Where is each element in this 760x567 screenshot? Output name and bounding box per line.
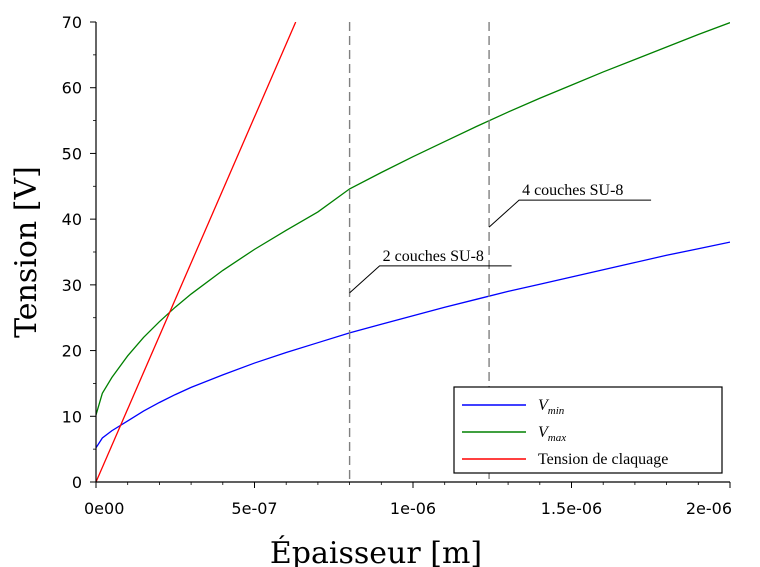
annotation-label-2: 4 couches SU-8 <box>522 182 623 199</box>
y-tick-label: 20 <box>62 342 82 361</box>
legend-label: Vmin <box>538 397 565 417</box>
y-tick-label: 40 <box>62 210 82 229</box>
annotation-label-1: 2 couches SU-8 <box>383 248 484 265</box>
y-tick-label: 70 <box>62 13 82 32</box>
x-tick-label: 2e-06 <box>686 499 732 518</box>
y-tick-label: 60 <box>62 79 82 98</box>
x-tick-label: 5e-07 <box>231 499 277 518</box>
series-v-max-line <box>96 22 730 416</box>
legend-label: Tension de claquage <box>538 451 668 468</box>
x-tick-label: 1e-06 <box>390 499 436 518</box>
x-tick-label: 0e00 <box>84 499 124 518</box>
y-tick-label: 0 <box>72 473 82 492</box>
y-tick-label: 10 <box>62 407 82 426</box>
annotation-leader-1 <box>349 265 512 294</box>
series-tension-de-claquage-line <box>96 22 297 482</box>
annotation-leader-2 <box>488 199 652 228</box>
legend: Vmin Vmax Tension de claquage <box>453 386 723 474</box>
x-tick-label: 1.5e-06 <box>541 499 602 518</box>
y-axis-label: Tension [V] <box>9 166 44 338</box>
y-tick-label: 30 <box>62 276 82 295</box>
x-axis-label: Épaisseur [m] <box>270 535 482 567</box>
legend-label: Vmax <box>538 424 566 444</box>
y-tick-label: 50 <box>62 144 82 163</box>
